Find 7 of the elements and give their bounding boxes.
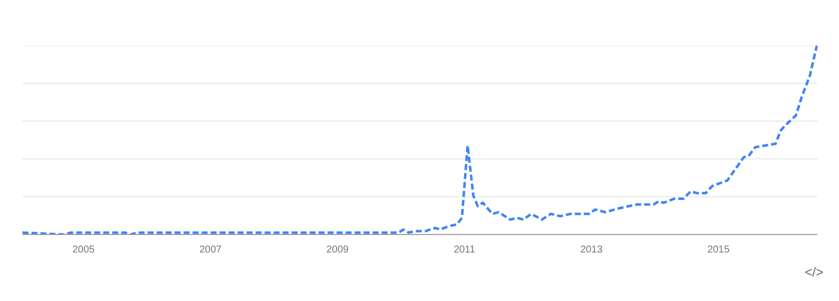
x-tick-label: 2011 [454,244,476,256]
x-tick-label: 2015 [707,244,730,256]
x-tick-label: 2013 [580,244,604,256]
text: </> [804,264,824,280]
x-tick-label: 2005 [72,244,96,256]
x-tick-label: 2007 [199,244,222,256]
x-tick-label: 2009 [326,244,350,256]
